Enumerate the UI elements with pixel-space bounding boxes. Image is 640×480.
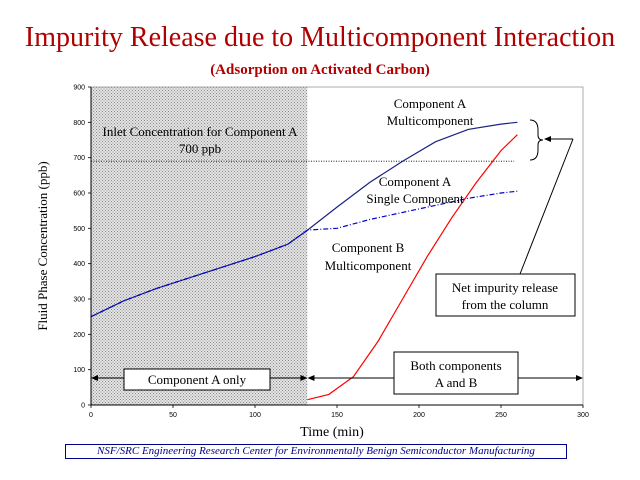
x-tick-label: 50 bbox=[169, 412, 177, 419]
annotation-both-components-line1: Both components bbox=[410, 358, 501, 373]
release-bracket bbox=[529, 119, 544, 161]
arrow-head-mid-right bbox=[307, 375, 315, 381]
series-line-3 bbox=[307, 134, 518, 401]
annotation-net-release-line2: from the column bbox=[462, 297, 549, 312]
y-tick-label: 200 bbox=[73, 332, 85, 339]
y-tick-label: 700 bbox=[73, 155, 85, 162]
y-tick-label: 100 bbox=[73, 367, 85, 374]
chart-title: Impurity Release due to Multicomponent I… bbox=[24, 22, 616, 53]
annotation-net-release-line1: Net impurity release bbox=[452, 280, 558, 295]
footer-credit: NSF/SRC Engineering Research Center for … bbox=[65, 444, 567, 459]
chart-subtitle: (Adsorption on Activated Carbon) bbox=[210, 62, 430, 78]
x-tick-label: 150 bbox=[331, 412, 343, 419]
y-tick-label: 800 bbox=[73, 120, 85, 127]
shaded-region bbox=[91, 87, 308, 405]
annotation-a-single-line2: Single Component bbox=[366, 191, 464, 206]
arrow-head-mid-left bbox=[300, 375, 308, 381]
component-a-only-box bbox=[123, 368, 271, 391]
net-release-box bbox=[435, 273, 576, 317]
x-tick-label: 0 bbox=[89, 412, 93, 419]
annotation-inlet-line2: 700 ppb bbox=[179, 141, 221, 156]
release-pointer-line bbox=[519, 138, 574, 275]
both-components-box bbox=[393, 351, 519, 395]
y-axis-label: Fluid Phase Concentration (ppb) bbox=[35, 161, 50, 330]
series-line-2 bbox=[90, 190, 518, 318]
x-tick-label: 250 bbox=[495, 412, 507, 419]
annotation-a-single-line1: Component A bbox=[379, 174, 452, 189]
x-tick-label: 300 bbox=[577, 412, 589, 419]
annotation-b-multi-line1: Component B bbox=[332, 240, 405, 255]
x-tick-label: 200 bbox=[413, 412, 425, 419]
annotation-b-multi-line2: Multicomponent bbox=[325, 258, 412, 273]
y-tick-label: 500 bbox=[73, 226, 85, 233]
y-tick-label: 600 bbox=[73, 191, 85, 198]
annotation-a-multi-line2: Multicomponent bbox=[387, 113, 474, 128]
arrow-head-left bbox=[91, 375, 98, 381]
arrow-head-right bbox=[576, 375, 583, 381]
y-tick-label: 400 bbox=[73, 261, 85, 268]
x-tick-label: 100 bbox=[249, 412, 261, 419]
annotation-inlet-line1: Inlet Concentration for Component A bbox=[103, 124, 299, 139]
y-tick-label: 300 bbox=[73, 297, 85, 304]
x-axis-label: Time (min) bbox=[300, 425, 364, 440]
release-arrow-head bbox=[544, 136, 551, 142]
annotation-a-multi-line1: Component A bbox=[394, 96, 467, 111]
y-tick-label: 0 bbox=[81, 403, 85, 410]
annotation-both-components-line2: A and B bbox=[435, 375, 478, 390]
y-tick-label: 900 bbox=[73, 85, 85, 92]
annotation-component-a-only: Component A only bbox=[148, 372, 247, 387]
